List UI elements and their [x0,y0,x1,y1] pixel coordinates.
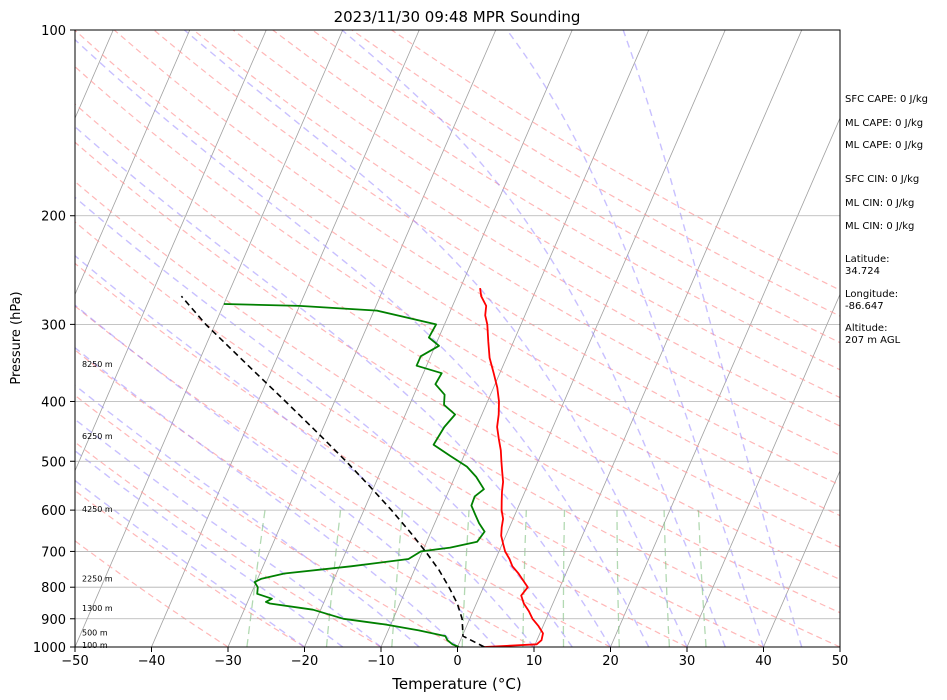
moist-adiabat [75,304,497,647]
altitude-label: Altitude: [845,323,887,334]
y-tick-label: 900 [41,613,66,628]
ml-cape-label-2: ML CAPE: 0 J/kg [845,140,923,151]
dry-adiabat [153,30,840,456]
x-axis-label: Temperature (°C) [391,675,521,693]
x-tick-label: −10 [367,654,394,669]
isotherm-line [380,30,650,647]
height-labels: 100 m 500 m 1300 m 2250 m 4250 m 6250 m 8250 m [82,360,113,650]
ml-cin-label: ML CIN: 0 J/kg [845,198,914,209]
moist-adiabat [75,125,612,647]
moist-adiabat [75,384,420,647]
y-tick-label: 700 [41,545,66,560]
height-label: 4250 m [82,505,113,514]
x-tick-label: −40 [138,654,165,669]
moist-adiabat [506,30,765,647]
moist-adiabat [622,30,803,647]
y-axis-ticks: 100 200 300 400 500 600 700 800 900 1000 [33,24,75,656]
dry-adiabat [75,489,305,647]
isotherm-line [75,30,267,472]
moist-adiabat [75,479,305,647]
dry-adiabat [75,262,688,647]
moist-adiabat [75,38,650,647]
isotherm-line [151,30,420,647]
y-tick-label: 200 [41,210,66,225]
moist-adiabat [75,418,382,647]
dry-adiabat [75,349,535,647]
moist-adiabat [183,30,688,647]
dry-adiabat [75,394,458,647]
isotherm-line [75,30,344,647]
height-label: 100 m [82,641,108,650]
background-lines [75,30,840,647]
profile-series [180,287,544,647]
height-label: 500 m [82,629,108,638]
dry-adiabat [75,441,382,647]
y-tick-label: 300 [41,318,66,333]
ml-cin-label-2: ML CIN: 0 J/kg [845,221,914,232]
x-tick-label: 40 [755,654,772,669]
mixing-ratio-line [246,510,266,647]
isotherm-line [610,117,840,647]
sfc-cape-label: SFC CAPE: 0 J/kg [845,94,928,105]
dry-adiabat [312,30,840,344]
x-tick-label: −20 [291,654,318,669]
x-tick-label: 50 [832,654,849,669]
x-tick-label: 10 [526,654,543,669]
height-label: 1300 m [82,604,113,613]
dry-adiabat [75,103,840,581]
x-tick-label: −50 [61,654,88,669]
latitude-label: Latitude: [845,254,890,265]
isotherm-line [227,30,497,647]
altitude-value: 207 m AGL [845,335,901,346]
x-tick-label: 20 [602,654,619,669]
dry-adiabat [193,30,840,427]
thermo-annotations: SFC CAPE: 0 J/kg ML CAPE: 0 J/kg ML CAPE… [845,94,928,346]
isotherm-line [457,30,726,647]
moist-adiabat [75,449,344,647]
y-tick-label: 800 [41,581,66,596]
height-label: 8250 m [82,360,113,369]
longitude-label: Longitude: [845,289,898,300]
y-tick-label: 500 [41,455,66,470]
isotherm-line [533,30,803,647]
moist-adiabat [75,346,458,647]
dry-adiabat [75,305,611,647]
y-tick-label: 400 [41,395,66,410]
dewpoint-line [223,303,486,647]
dry-adiabat [75,30,840,517]
chart-title: 2023/11/30 09:48 MPR Sounding [334,8,581,26]
isotherm-line [763,469,840,647]
x-tick-label: 30 [679,654,696,669]
isotherm-line [304,30,573,647]
isotherm-line [686,293,840,647]
dry-adiabat [75,180,840,647]
mixing-ratio-line [325,510,342,647]
y-axis-label: Pressure (hPa) [9,291,24,384]
y-tick-label: 1000 [33,641,66,656]
x-tick-label: 0 [453,654,461,669]
x-axis-ticks: −50 −40 −30 −20 −10 0 10 20 30 40 50 [61,647,848,669]
temperature-line [479,287,544,647]
ml-cape-label: ML CAPE: 0 J/kg [845,118,923,129]
longitude-value: -86.647 [845,301,884,312]
sfc-cin-label: SFC CIN: 0 J/kg [845,174,919,185]
latitude-value: 34.724 [845,266,880,277]
isotherm-line [75,30,191,296]
y-tick-label: 600 [41,504,66,519]
height-label: 2250 m [82,575,113,584]
moist-adiabat [341,30,726,647]
x-tick-label: −30 [214,654,241,669]
y-tick-label: 100 [41,24,66,39]
dry-adiabat [351,30,840,317]
moist-adiabat [75,196,573,647]
height-label: 6250 m [82,432,113,441]
dry-adiabat [75,65,840,548]
